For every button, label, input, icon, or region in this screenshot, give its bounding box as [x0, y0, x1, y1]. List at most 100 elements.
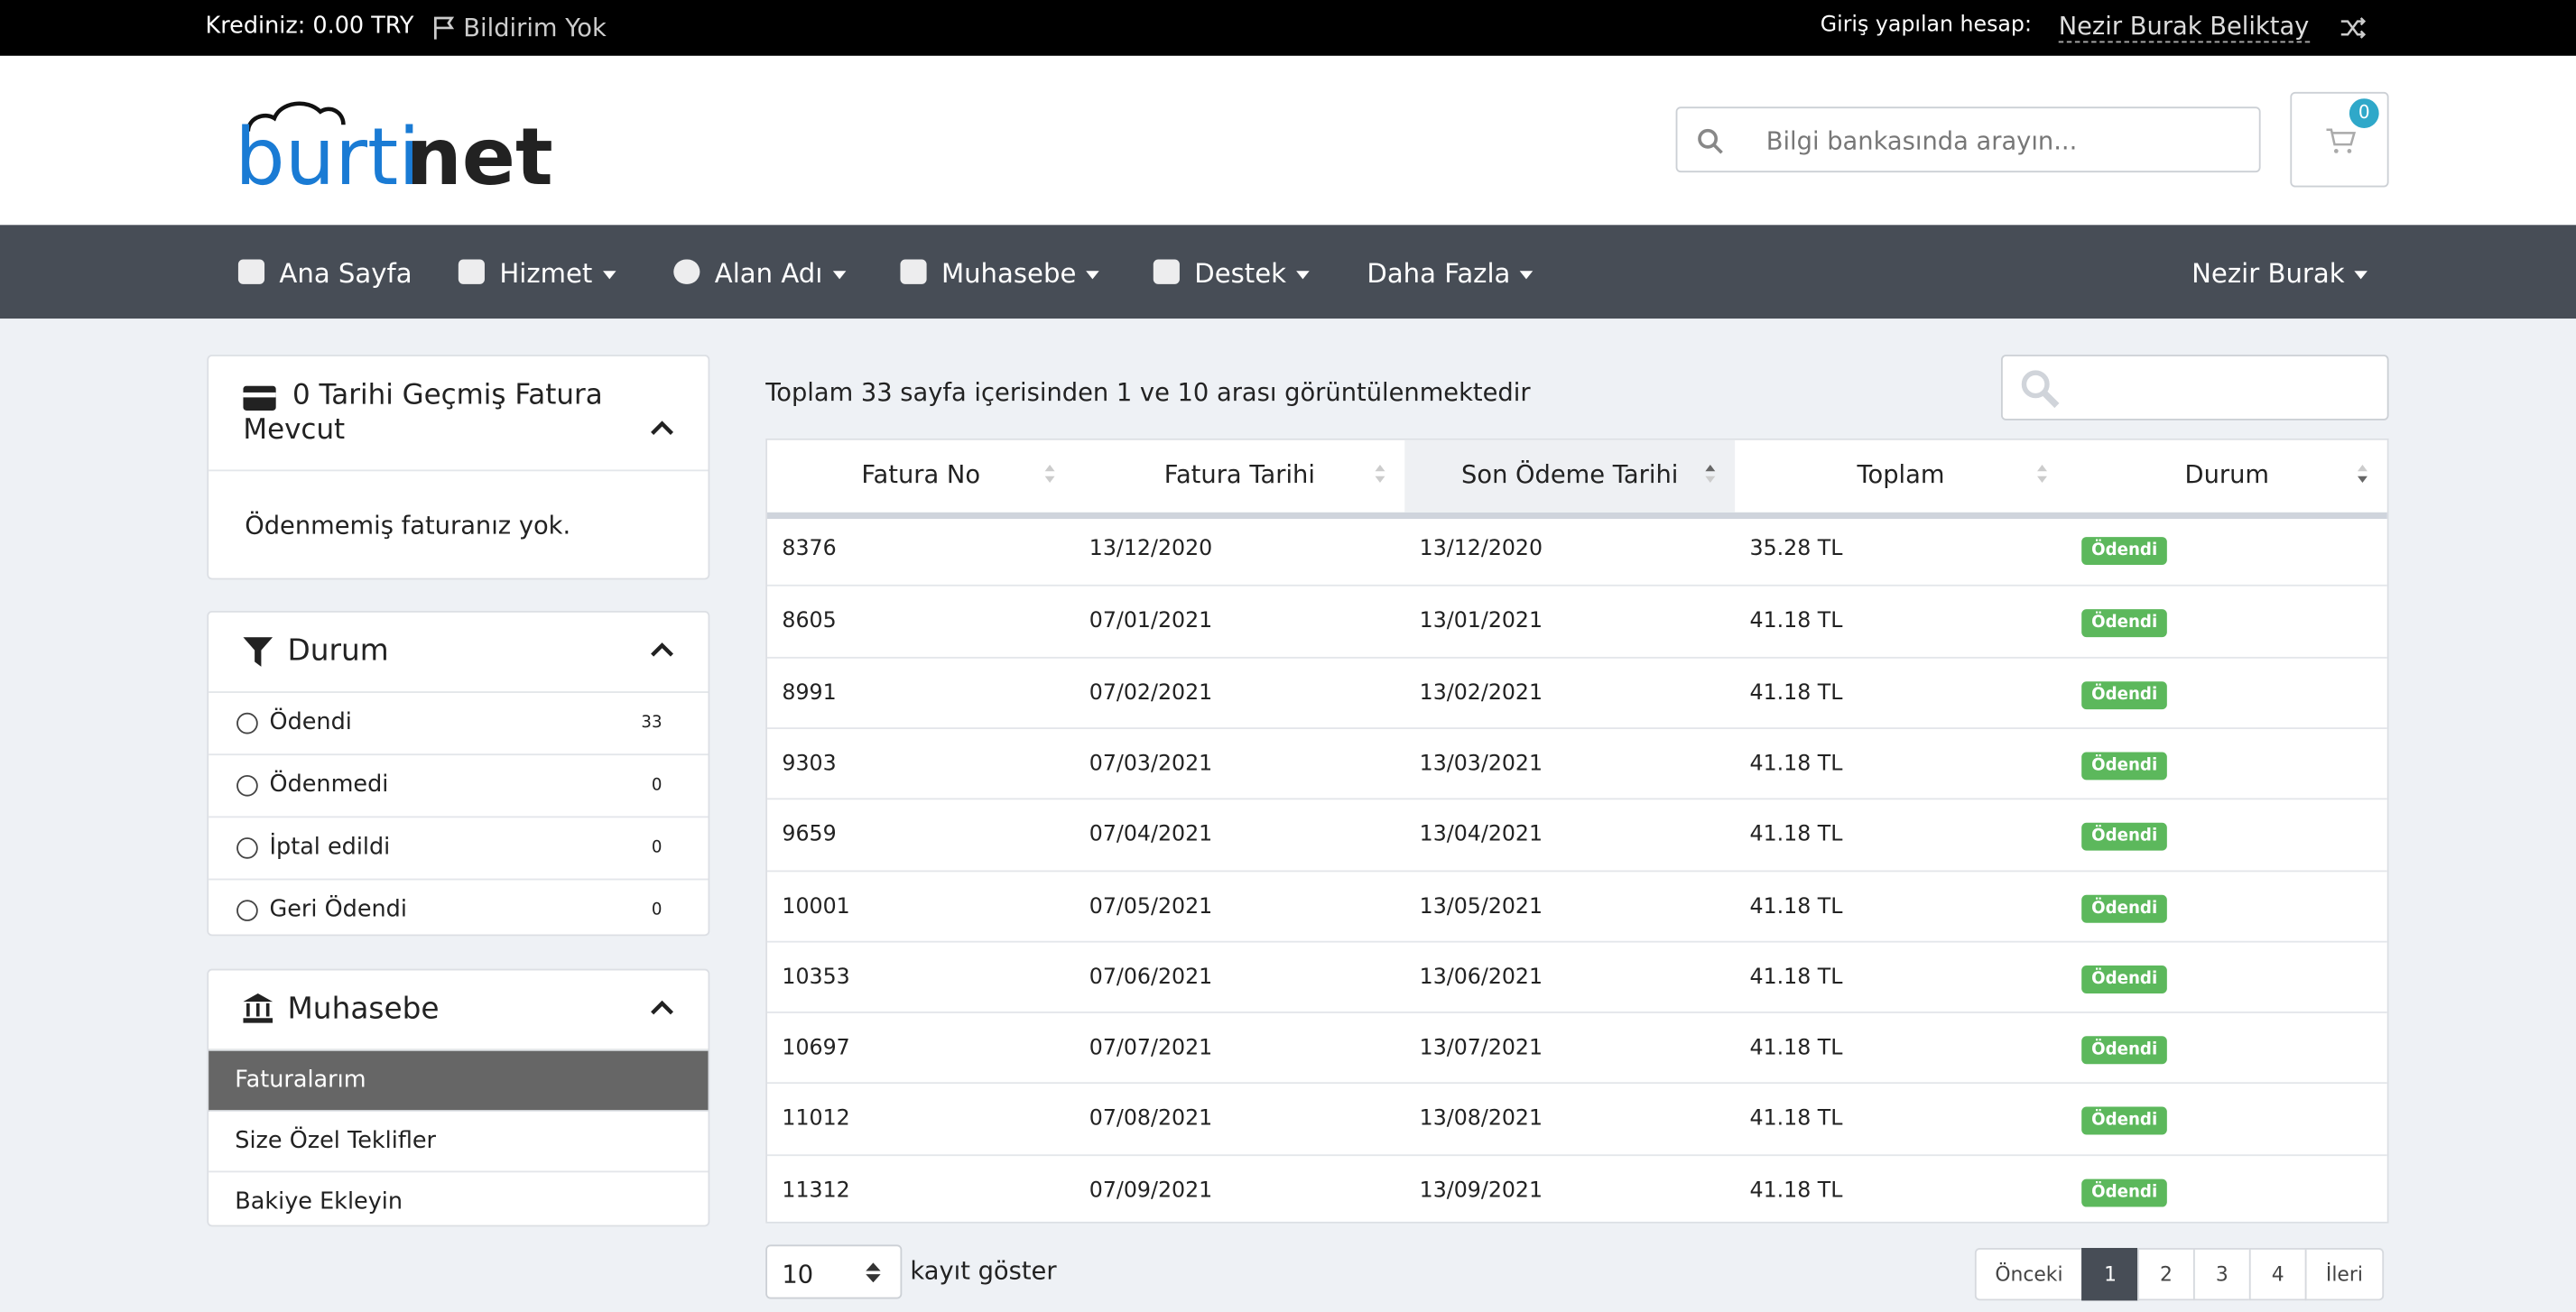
divider — [208, 469, 709, 472]
radio — [236, 774, 258, 797]
table-info: Toplam 33 sayfa içerisinden 1 ve 10 aras… — [765, 377, 1531, 408]
overdue-body: Ödenmemiş faturanız yok. — [245, 510, 571, 541]
notifications[interactable]: Bildirim Yok — [463, 13, 607, 43]
cart[interactable]: 0 — [2290, 91, 2389, 188]
nav-item[interactable]: Alan Adı — [714, 257, 846, 290]
collapse[interactable] — [649, 641, 675, 657]
status-filter[interactable]: Ödendi 33 — [208, 691, 709, 755]
table-row[interactable]: 10001 07/05/2021 13/05/2021 41.18 TL Ödendi — [767, 869, 2387, 942]
table-row[interactable]: 8376 13/12/2020 13/12/2020 35.28 TL Ödendi — [767, 514, 2387, 585]
menu-text: Size Özel Teklifler — [235, 1128, 437, 1155]
table-search[interactable] — [2001, 355, 2389, 420]
nav-item[interactable]: Hizmet — [499, 258, 616, 289]
status-filter[interactable]: Ödenmedi 0 — [208, 753, 709, 818]
menu-item[interactable]: Size Özel Teklifler — [208, 1110, 709, 1172]
navbar: Nezir Burak Ana Sayfa Hizmet Alan Adı Muhas… — [0, 225, 2576, 319]
cell: 41.18 TL — [1749, 1036, 1843, 1061]
cell: 8991 — [782, 680, 837, 706]
cell: 11012 — [782, 1107, 850, 1132]
cell: 10697 — [782, 1036, 850, 1061]
credit: Krediniz: 0.00 TRY — [205, 13, 414, 40]
nav-text: Destek — [1194, 257, 1287, 290]
table-row[interactable]: 8605 07/01/2021 13/01/2021 41.18 TL Ödendi — [767, 585, 2387, 657]
column-header[interactable]: Durum — [2067, 440, 2387, 513]
cell: 11312 — [782, 1178, 850, 1204]
cell: 13/02/2021 — [1419, 680, 1543, 706]
search-icon — [1698, 128, 1723, 154]
cell: 07/05/2021 — [1089, 893, 1213, 919]
menu-item[interactable]: Faturalarım — [208, 1049, 709, 1113]
status-badge: Ödendi — [2081, 752, 2168, 781]
nav-item[interactable]: Daha Fazla — [1367, 258, 1534, 289]
kb-search[interactable]: Bilgi bankasında arayın... — [1675, 106, 2261, 173]
table-row[interactable]: 10353 07/06/2021 13/06/2021 41.18 TL Ödendi — [767, 940, 2387, 1012]
nav-icon — [458, 259, 485, 284]
table-header: Fatura No Fatura Tarihi Son Ödeme Tarihi To… — [767, 439, 2387, 520]
radio — [236, 712, 258, 735]
column-header[interactable]: Toplam — [1735, 440, 2067, 513]
status-label: Geri Ödendi — [269, 896, 407, 923]
status-filter[interactable]: Geri Ödendi 0 — [208, 878, 709, 943]
collapse[interactable] — [649, 419, 675, 435]
user-menu[interactable]: Nezir Burak — [2191, 257, 2368, 290]
status-badge: Ödendi — [2081, 823, 2168, 851]
user-link[interactable]: Nezir Burak Beliktay — [2058, 11, 2310, 43]
cell: 41.18 TL — [1749, 965, 1843, 990]
page-length-select[interactable]: 10 — [765, 1244, 903, 1299]
cart-count: 0 — [2349, 98, 2379, 128]
cell: 13/09/2021 — [1419, 1178, 1543, 1204]
cell: 13/12/2020 — [1089, 537, 1213, 562]
status-badge: Ödendi — [2081, 893, 2168, 922]
page-button[interactable]: 2 — [2137, 1248, 2195, 1301]
status-count: 0 — [651, 776, 663, 795]
accounting-title: Muhasebe — [287, 992, 440, 1027]
nav-item[interactable]: Destek — [1194, 257, 1310, 290]
status-filter[interactable]: İptal edildi 0 — [208, 816, 709, 880]
table-row[interactable]: 9303 07/03/2021 13/03/2021 41.18 TL Ödendi — [767, 726, 2387, 799]
header-text: Fatura No — [861, 459, 981, 490]
page-button[interactable]: Önceki — [1974, 1248, 2084, 1301]
nav-icon — [900, 259, 927, 284]
overdue-title: 0 Tarihi Geçmiş Fatura Mevcut — [243, 379, 603, 447]
radio — [236, 837, 258, 859]
sort-icon — [2357, 465, 2368, 472]
cell: 13/08/2021 — [1419, 1107, 1543, 1132]
caret — [602, 271, 616, 280]
page-button[interactable]: 4 — [2248, 1248, 2307, 1301]
cell: 07/06/2021 — [1089, 965, 1213, 990]
caret — [2354, 271, 2368, 280]
page-button[interactable]: 3 — [2192, 1248, 2251, 1301]
invoice-table: Fatura No Fatura Tarihi Son Ödeme Tarihi To… — [765, 438, 2389, 1226]
cell: 07/08/2021 — [1089, 1107, 1213, 1132]
cell: 41.18 TL — [1749, 1107, 1843, 1132]
table-row[interactable]: 9659 07/04/2021 13/04/2021 41.18 TL Ödendi — [767, 798, 2387, 871]
cell: 41.18 TL — [1749, 823, 1843, 848]
nav-item[interactable]: Muhasebe — [941, 258, 1099, 289]
switch-icon[interactable] — [2340, 16, 2367, 39]
cell: 07/03/2021 — [1089, 752, 1213, 777]
status-count: 0 — [651, 838, 663, 857]
cell: 9303 — [782, 752, 837, 777]
nav-text: Ana Sayfa — [279, 257, 412, 290]
table-row[interactable]: 8991 07/02/2021 13/02/2021 41.18 TL Ödendi — [767, 656, 2387, 728]
page-button[interactable]: 1 — [2081, 1248, 2139, 1301]
sort-icon — [1375, 476, 1385, 484]
nav-item[interactable]: Ana Sayfa — [279, 258, 412, 290]
table-row[interactable]: 11312 07/09/2021 13/09/2021 41.18 TL Ödendi — [767, 1153, 2387, 1226]
page-length-label: kayıt göster — [910, 1256, 1057, 1286]
table-row[interactable]: 11012 07/08/2021 13/08/2021 41.18 TL Ödendi — [767, 1082, 2387, 1155]
logo[interactable]: burti net — [235, 96, 563, 194]
table-row[interactable]: 10697 07/07/2021 13/07/2021 41.18 TL Ödendi — [767, 1012, 2387, 1084]
login-label: Giriş yapılan hesap: — [1820, 13, 2032, 38]
menu-text: Faturalarım — [235, 1067, 366, 1094]
nav-text: Alan Adı — [714, 257, 823, 290]
page-button[interactable]: İleri — [2304, 1248, 2385, 1301]
cell: 13/05/2021 — [1419, 893, 1543, 919]
column-header[interactable]: Fatura Tarihi — [1074, 440, 1404, 513]
topbar: Krediniz: 0.00 TRY Bildirim Yok Giriş ya… — [0, 0, 2576, 56]
menu-item[interactable]: Bakiye Ekleyin — [208, 1170, 709, 1233]
column-header[interactable]: Fatura No — [767, 440, 1074, 513]
user-menu-text: Nezir Burak — [2191, 257, 2345, 290]
column-header[interactable]: Son Ödeme Tarihi — [1404, 439, 1736, 513]
collapse[interactable] — [649, 998, 675, 1015]
